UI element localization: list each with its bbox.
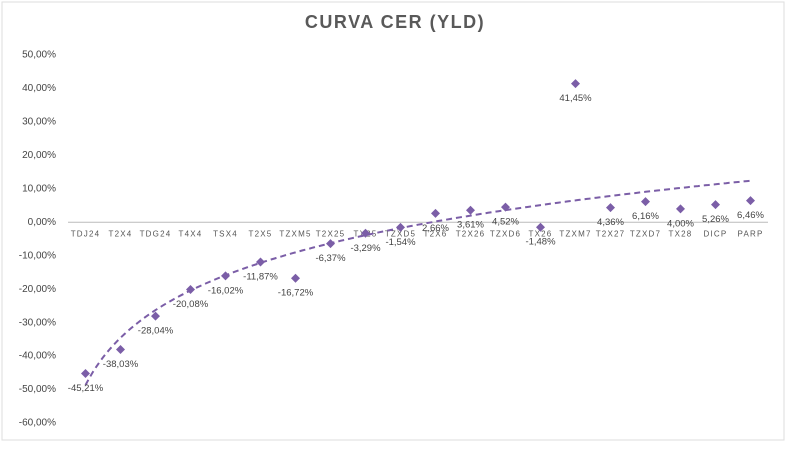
- trendline: [84, 179, 751, 386]
- marker: [151, 311, 160, 321]
- marker: [326, 239, 335, 249]
- y-tick-label: 50,00%: [22, 50, 56, 61]
- marker: [606, 203, 615, 213]
- marker: [571, 79, 580, 89]
- marker: [81, 369, 90, 379]
- marker: [676, 204, 685, 214]
- y-tick-label: -20,00%: [19, 284, 56, 295]
- x-tick-label: T2X4: [109, 229, 133, 238]
- x-tick-label: TZXD5: [385, 229, 416, 238]
- y-tick-label: 20,00%: [22, 150, 56, 161]
- data-label: 4,00%: [667, 218, 694, 229]
- data-label: 5,26%: [702, 214, 729, 225]
- data-label: -1,48%: [525, 237, 556, 248]
- marker: [711, 200, 720, 210]
- marker: [291, 273, 300, 283]
- x-tick-label: T2X26: [456, 229, 486, 238]
- x-tick-label: TZXM7: [559, 229, 591, 238]
- x-tick-label: TZXM5: [279, 229, 311, 238]
- x-tick-label: TZXD7: [630, 229, 661, 238]
- marker: [221, 271, 230, 281]
- y-tick-label: 30,00%: [22, 117, 56, 128]
- x-tick-label: T2X5: [249, 229, 273, 238]
- chart-frame: [1, 1, 785, 441]
- x-tick-label: DICP: [704, 229, 728, 238]
- marker: [501, 202, 510, 212]
- chart-title: CURVA CER (YLD): [305, 12, 485, 32]
- data-label: -28,04%: [138, 326, 174, 337]
- data-label: -45,21%: [68, 383, 104, 394]
- x-tick-label: TDJ24: [71, 229, 101, 238]
- x-tick-label: TZXD6: [490, 229, 521, 238]
- x-tick-label: T2X6: [424, 229, 448, 238]
- data-label: 4,52%: [492, 217, 519, 228]
- data-label: 6,46%: [737, 210, 764, 221]
- x-tick-label: T2X27: [596, 229, 626, 238]
- marker: [256, 257, 265, 267]
- marker: [116, 345, 125, 355]
- data-label: -16,02%: [208, 285, 244, 296]
- x-tick-label: T4X4: [179, 229, 203, 238]
- x-tick-label: TX26: [529, 229, 553, 238]
- x-tick-label: TSX4: [213, 229, 238, 238]
- marker: [396, 222, 405, 232]
- data-label: 2,66%: [422, 223, 449, 234]
- data-label: -6,37%: [315, 253, 346, 264]
- x-tick-label: T2X25: [316, 229, 346, 238]
- x-tick-label: TDG24: [140, 229, 172, 238]
- data-label: -16,72%: [278, 288, 314, 299]
- y-tick-label: -30,00%: [19, 317, 56, 328]
- marker: [361, 228, 370, 238]
- marker: [641, 197, 650, 207]
- y-tick-label: -10,00%: [19, 250, 56, 261]
- marker: [186, 284, 195, 294]
- data-label: 6,16%: [632, 211, 659, 222]
- x-tick-label: PARP: [738, 229, 764, 238]
- data-label: -3,29%: [350, 243, 381, 254]
- y-tick-label: -60,00%: [19, 418, 56, 429]
- data-label: -1,54%: [385, 237, 416, 248]
- data-label: 3,61%: [457, 220, 484, 231]
- data-label: 4,36%: [597, 217, 624, 228]
- y-tick-label: -40,00%: [19, 351, 56, 362]
- marker: [536, 222, 545, 232]
- data-label: -20,08%: [173, 299, 209, 310]
- data-label: -11,87%: [243, 271, 278, 282]
- marker: [431, 208, 440, 218]
- x-tick-label: TX28: [669, 229, 693, 238]
- marker: [746, 196, 755, 206]
- y-tick-label: 0,00%: [28, 217, 56, 228]
- marker: [466, 205, 475, 215]
- y-tick-label: -50,00%: [19, 384, 56, 395]
- y-tick-label: 40,00%: [22, 83, 56, 94]
- data-label: 41,45%: [559, 93, 592, 104]
- y-tick-label: 10,00%: [22, 183, 56, 194]
- data-label: -38,03%: [103, 359, 139, 370]
